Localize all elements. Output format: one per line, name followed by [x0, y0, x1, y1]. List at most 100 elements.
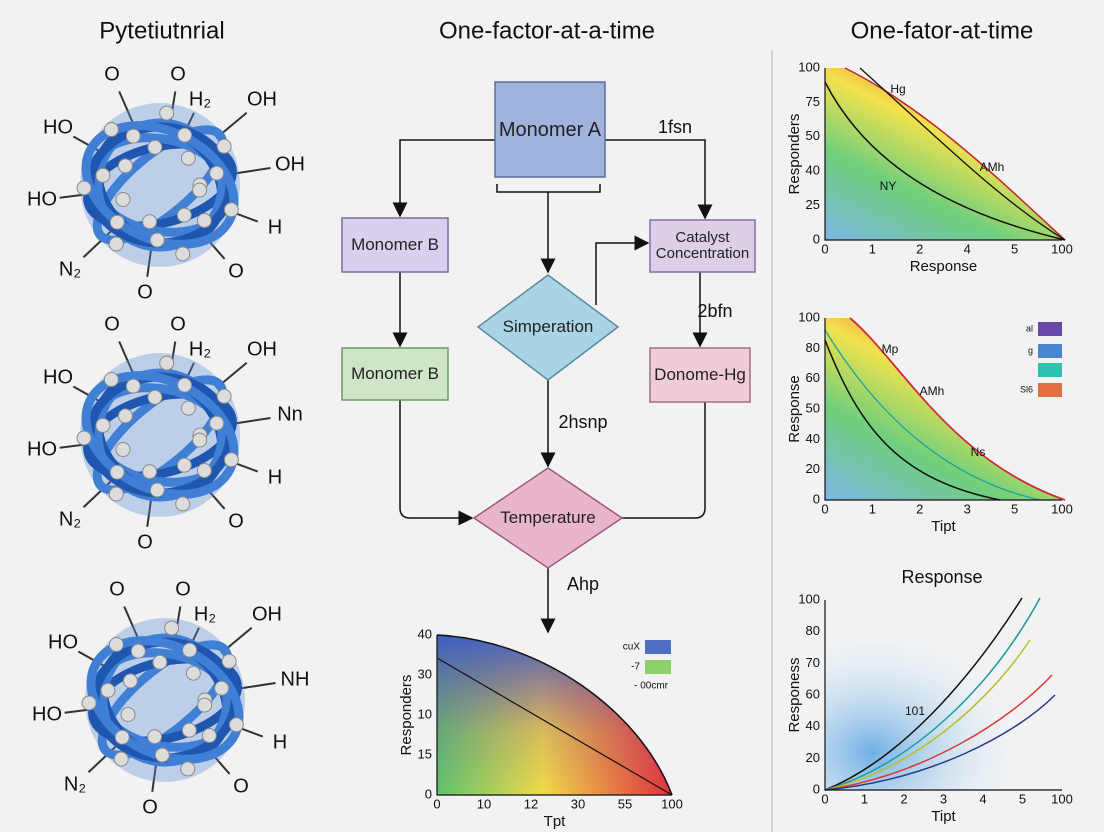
atom-label: OH	[275, 153, 305, 175]
atom	[196, 213, 212, 229]
atom-label: O	[228, 260, 244, 282]
atom	[108, 637, 124, 653]
x-tick-label: 100	[661, 796, 683, 811]
x-tick-label: 55	[618, 796, 632, 811]
axes	[824, 318, 1062, 501]
atom	[115, 441, 131, 457]
legend-swatch	[1038, 363, 1062, 377]
annotation: Hg	[890, 82, 905, 96]
atom	[103, 372, 119, 388]
y-tick-label: 70	[806, 655, 820, 670]
atom-label: H	[273, 731, 287, 753]
curve	[824, 329, 1041, 501]
curve	[824, 597, 1023, 791]
atom	[115, 191, 131, 207]
atom-label: OH	[247, 88, 277, 110]
axes	[824, 600, 1062, 791]
left-title: Pytetiutnrial	[99, 17, 224, 44]
x-tick-label: 2	[916, 241, 923, 256]
atom	[176, 457, 192, 473]
y-tick-label: 40	[806, 163, 820, 178]
axes	[824, 68, 1062, 241]
annotation: 101	[905, 704, 925, 718]
x-tick-label: 12	[524, 796, 538, 811]
atom-label: OH	[247, 338, 277, 360]
y-tick-label: 100	[798, 309, 820, 324]
atom	[216, 138, 232, 154]
bond	[118, 341, 135, 375]
annotation: Ns	[971, 445, 986, 459]
y-tick-label: 20	[806, 461, 820, 476]
flow-node	[649, 219, 756, 273]
glow	[825, 600, 1062, 790]
atom	[164, 620, 180, 636]
atom	[201, 728, 217, 744]
atom-label: NH	[281, 668, 310, 690]
atom	[103, 122, 119, 138]
curve	[859, 67, 1066, 241]
x-tick-label: 5	[1011, 501, 1018, 516]
flow-title: One-factor-at-a-time	[439, 17, 655, 44]
diamond	[476, 274, 620, 381]
atom	[196, 463, 212, 479]
node-label: Monomer B	[351, 363, 439, 383]
node-label: Catalyst Concentration	[655, 228, 750, 262]
chart-title: Response	[901, 567, 982, 587]
atom	[125, 378, 141, 394]
y-tick-label: 80	[806, 340, 820, 355]
y-tick-label: 100	[798, 59, 820, 74]
legend-label: al	[1026, 323, 1033, 333]
atom	[81, 695, 97, 711]
y-tick-label: 30	[418, 666, 432, 681]
atom	[125, 128, 141, 144]
edge-label: 1fsn	[658, 117, 692, 137]
atom	[181, 722, 197, 738]
atom-label: O	[228, 510, 244, 532]
y-tick-label: 60	[806, 370, 820, 385]
molecule	[64, 606, 276, 792]
x-axis-label: Tipt	[931, 518, 956, 535]
y-tick-label: 40	[806, 431, 820, 446]
legend-swatch	[645, 660, 671, 674]
atom-label: H	[268, 216, 282, 238]
bond	[231, 417, 271, 425]
atom	[95, 417, 111, 433]
atom-label: HO	[48, 631, 78, 653]
legend-label: Sl6	[1020, 384, 1033, 394]
flow-node	[341, 217, 449, 273]
y-tick-label: 50	[806, 400, 820, 415]
area	[437, 635, 672, 795]
atom	[147, 729, 163, 745]
x-tick-label: 1	[869, 241, 876, 256]
bond	[231, 167, 271, 175]
atom	[228, 717, 244, 733]
arrows	[392, 139, 713, 634]
curve	[844, 67, 1066, 241]
legend-label: cuX	[623, 642, 641, 653]
atom	[159, 355, 175, 371]
y-tick-label: 50	[806, 128, 820, 143]
atom-label: H	[268, 466, 282, 488]
atom-label: O	[109, 578, 125, 600]
node-label: Temperature	[500, 507, 596, 527]
axes	[436, 635, 672, 796]
atom-label: O	[170, 313, 186, 335]
x-tick-label: 0	[433, 796, 440, 811]
atom	[175, 496, 191, 512]
legend-label: - 00cmr	[634, 681, 669, 692]
atom	[108, 236, 124, 252]
diamond	[472, 467, 624, 569]
chart-title: One-fator-at-time	[851, 17, 1034, 44]
x-tick-label: 2	[916, 501, 923, 516]
molecule	[59, 91, 271, 277]
atom	[114, 729, 130, 745]
edge-label: 2hsnp	[558, 412, 607, 432]
atom	[177, 127, 193, 143]
atom-label: H₂	[194, 603, 216, 625]
x-tick-label: 100	[1051, 791, 1073, 806]
atom	[192, 182, 208, 198]
atom	[109, 464, 125, 480]
legend-swatch	[1038, 344, 1062, 358]
atom-label: HO	[27, 438, 57, 460]
